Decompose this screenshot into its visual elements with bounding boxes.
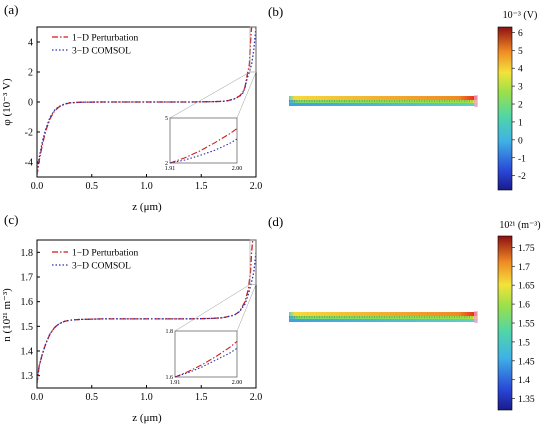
colorbar-title-b: 10⁻³ (V) [503, 10, 538, 21]
zoom-connector-c [236, 284, 257, 332]
colorbar-tick-label-b: 1 [518, 118, 523, 128]
legend-label-a-0: 1−D Perturbation [72, 34, 139, 44]
inset-x-tick-label-a: 2.00 [232, 166, 243, 172]
inset-y-tick-label-c: 1.8 [166, 329, 174, 335]
zoom-connector-a [169, 71, 251, 119]
x-tick-label-c: 1.5 [195, 392, 208, 403]
colorbar-tick-label-b: 3 [518, 83, 523, 93]
y-tick-label-c: 1.3 [21, 371, 34, 382]
inset-x-tick-label-c: 1.91 [170, 380, 181, 386]
panel-label-c: (c) [4, 212, 19, 227]
inset-frame-a [169, 117, 238, 164]
series-line-c-1 [37, 252, 256, 384]
zoom-connector-a [236, 71, 257, 119]
y-tick-label-a: 2 [28, 68, 33, 79]
colorbar-tick-label-d: 1.45 [518, 357, 535, 367]
x-axis-title-c: z (μm) [132, 412, 162, 424]
inset-x-tick-label-a: 1.91 [165, 166, 176, 172]
y-tick-label-a: 0 [28, 98, 33, 109]
colorbar-tick-label-d: 1.6 [518, 301, 530, 311]
y-tick-label-c: 1.6 [21, 297, 34, 308]
colorbar-tick-label-b: -1 [518, 154, 526, 164]
colorbar-tick-label-d: 1.65 [518, 282, 535, 292]
y-tick-label-c: 1.8 [21, 248, 34, 259]
colorbar-tick-label-b: -2 [518, 172, 526, 182]
colorbar-tick-label-d: 1.35 [518, 395, 535, 405]
inset-x-tick-label-c: 2.00 [232, 380, 243, 386]
legend-label-c-0: 1−D Perturbation [72, 249, 139, 259]
inset-series-line-a-1 [169, 138, 238, 164]
zoom-box-c [249, 239, 257, 285]
colorbar-tick-label-b: 2 [518, 101, 523, 111]
y-tick-label-a: 4 [28, 38, 33, 49]
heatmap-end-cap-b [474, 95, 478, 107]
colorbar-tick-label-d: 1.5 [518, 338, 530, 348]
y-axis-title-c: n (10²¹ m⁻³) [1, 288, 13, 342]
x-tick-label-a: 1.0 [140, 181, 153, 192]
colorbar-tick-label-b: 6 [518, 29, 523, 39]
x-tick-label-c: 2.0 [250, 392, 263, 403]
series-line-a-0 [37, 27, 253, 176]
heatmap-bar-bottom-d [289, 319, 477, 322]
colorbar-tick-label-d: 1.7 [518, 263, 530, 273]
heatmap-bar-bottom-b [289, 103, 477, 106]
colorbar-tick-label-d: 1.55 [518, 320, 535, 330]
colorbar-tick-label-b: 4 [518, 65, 523, 75]
x-tick-label-a: 0.0 [31, 181, 44, 192]
heatmap-bar-middle-d [289, 316, 477, 319]
inset-series-line-c-0 [174, 340, 238, 378]
legend-label-c-1: 3−D COMSOL [72, 262, 131, 272]
x-tick-label-c: 1.0 [140, 392, 153, 403]
colorbar-tick-label-d: 1.75 [518, 244, 535, 254]
x-tick-label-a: 0.5 [86, 181, 99, 192]
panel-label-d: (d) [268, 214, 284, 229]
panel-label-a: (a) [4, 2, 19, 17]
inset-y-tick-label-c: 1.6 [166, 375, 174, 381]
colorbar-tick-label-b: 0 [518, 136, 523, 146]
heatmap-end-cap-d [474, 311, 478, 323]
x-tick-label-a: 1.5 [195, 181, 208, 192]
panel-label-b: (b) [268, 4, 284, 19]
y-tick-label-c: 1.5 [21, 322, 34, 333]
colorbar-tick-label-d: 1.4 [518, 376, 530, 386]
y-tick-label-c: 1.4 [21, 347, 34, 358]
inset-y-tick-label-a: 2 [165, 161, 168, 167]
x-tick-label-a: 2.0 [250, 181, 263, 192]
inset-series-line-a-0 [169, 128, 238, 164]
y-tick-label-a: -2 [25, 128, 33, 139]
colorbar-title-d: 10²¹ (m⁻³) [499, 220, 540, 231]
heatmap-bar-top-d [289, 312, 477, 316]
y-axis-title-a: φ (10⁻³ V) [1, 78, 13, 126]
inset-y-tick-label-a: 5 [165, 116, 168, 122]
x-tick-label-c: 0.0 [31, 392, 44, 403]
colorbar-d [497, 235, 513, 411]
heatmap-bar-top-b [289, 96, 477, 100]
y-tick-label-a: -4 [25, 158, 33, 169]
x-tick-label-c: 0.5 [86, 392, 99, 403]
x-axis-title-a: z (μm) [132, 201, 162, 213]
legend-label-a-1: 3−D COMSOL [72, 47, 131, 57]
colorbar-b [497, 26, 513, 191]
y-tick-label-c: 1.7 [21, 273, 34, 284]
inset-frame-c [174, 330, 238, 378]
heatmap-bar-middle-b [289, 100, 477, 103]
colorbar-tick-label-b: 5 [518, 47, 523, 57]
zoom-box-a [249, 26, 257, 73]
zoom-connector-c [174, 284, 251, 332]
